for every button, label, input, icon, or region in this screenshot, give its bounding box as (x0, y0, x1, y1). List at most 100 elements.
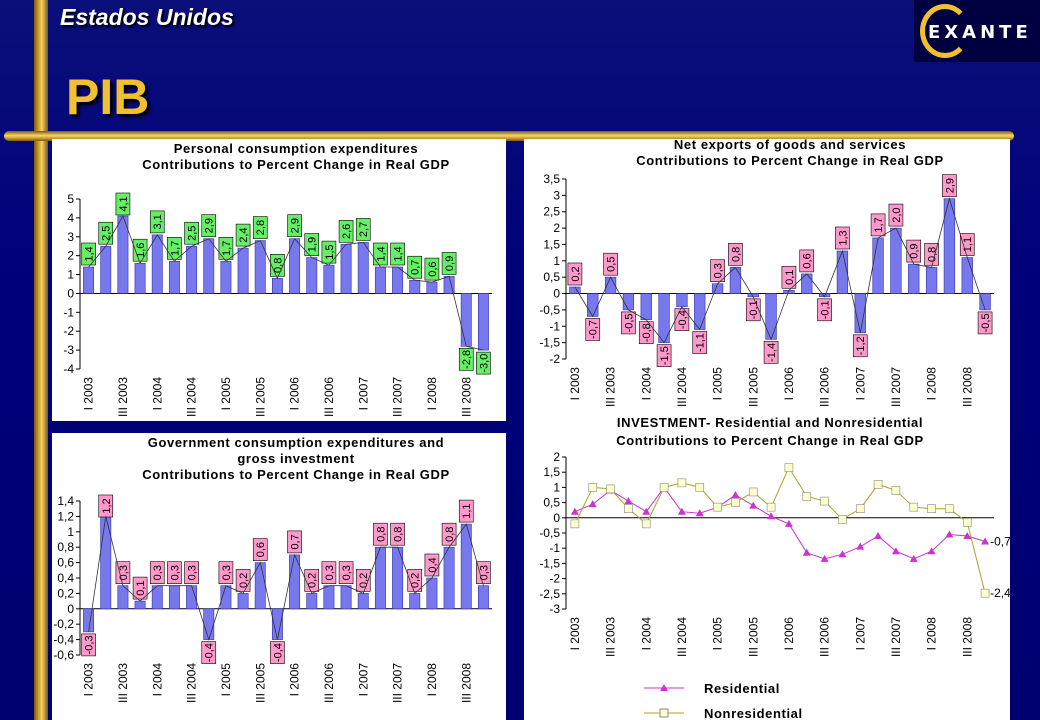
y-tick-label: -1 (549, 541, 560, 555)
value-label: 2,6 (341, 224, 353, 239)
bar (306, 593, 318, 610)
value-label-box (390, 522, 405, 546)
value-label: 0,3 (118, 565, 130, 580)
y-tick-label: 2 (67, 249, 74, 263)
bar (409, 279, 421, 294)
value-label-box (201, 641, 217, 664)
value-label: -0,5 (980, 313, 992, 332)
chart-subtitle-2: Contributions to Percent Change in Real … (142, 467, 450, 482)
value-label: 0,6 (255, 542, 267, 557)
bar (426, 281, 438, 294)
bar (203, 238, 215, 294)
bar (151, 234, 163, 294)
x-tick-label: III 2006 (818, 367, 832, 407)
y-tick-label: 1 (553, 254, 560, 268)
value-label: 2,9 (290, 218, 302, 233)
value-label-box (476, 561, 491, 584)
residential-marker (570, 507, 579, 515)
nonresidential-marker (802, 492, 812, 501)
value-label: 0,3 (478, 565, 490, 580)
value-label: 0,9 (909, 243, 921, 258)
horizontal-gold-bar (4, 131, 1014, 141)
x-tick-label: I 2007 (853, 617, 867, 651)
bar (890, 227, 902, 294)
value-label-box (407, 255, 423, 279)
nonresidential-marker (855, 504, 865, 513)
bar (622, 293, 635, 311)
x-tick-label: III 2005 (253, 377, 267, 417)
value-label: 0,6 (427, 261, 439, 276)
x-tick-label: I 2008 (925, 617, 939, 651)
legend-label-nonresidential: Nonresidential (704, 706, 803, 720)
value-label: 0,9 (444, 256, 456, 271)
y-tick-label: 1,5 (543, 237, 560, 251)
value-label: 0,2 (238, 573, 250, 588)
y-tick-label: 1,4 (57, 494, 74, 508)
value-label: 1,2 (101, 498, 113, 513)
value-label-box (355, 218, 371, 241)
residential-marker (695, 509, 704, 517)
value-label-box (373, 522, 388, 546)
legend-marker-nonresidential (659, 708, 669, 718)
value-label: -1,4 (766, 343, 778, 362)
value-label-box (321, 561, 337, 584)
value-label: 1,5 (324, 244, 336, 259)
value-label-box (424, 257, 440, 281)
value-label-box (132, 576, 148, 600)
x-tick-label: III 2008 (459, 663, 473, 703)
value-label-box (338, 220, 354, 243)
trend-line (88, 215, 484, 351)
value-label: 0,8 (393, 527, 405, 542)
value-label-box (149, 210, 165, 234)
y-tick-label: -0,6 (53, 648, 74, 662)
residential-marker (874, 532, 883, 540)
trend-line (88, 516, 484, 641)
nonresidential-marker (659, 483, 669, 492)
x-tick-label: I 2006 (288, 377, 302, 411)
x-tick-label: I 2005 (711, 617, 725, 651)
value-label-box (184, 561, 199, 584)
value-label: 1,4 (375, 246, 387, 261)
end-value-label: -2,48 (990, 586, 1010, 600)
bar (836, 250, 849, 294)
value-label: 2,5 (101, 226, 113, 241)
value-label-box (81, 633, 96, 657)
bar (100, 245, 112, 294)
bar (168, 585, 180, 610)
residential-marker (963, 532, 972, 540)
nonresidential-marker (588, 483, 598, 492)
bar (374, 266, 386, 294)
bar (357, 593, 369, 610)
nonresidential-marker (570, 519, 580, 529)
nonresidential-marker (784, 463, 794, 472)
nonresidential-marker (891, 486, 901, 495)
value-label-box (252, 538, 268, 561)
residential-marker (945, 530, 954, 538)
y-tick-label: -2,5 (539, 587, 560, 601)
nonresidential-marker (677, 478, 687, 488)
y-tick-label: 0 (553, 511, 560, 525)
value-label-box (218, 561, 234, 584)
y-tick-label: -0,5 (539, 526, 560, 540)
y-tick-label: 1 (553, 480, 560, 494)
value-label-box (458, 348, 474, 371)
x-tick-label: I 2008 (425, 377, 439, 411)
value-label-box (218, 237, 234, 260)
x-tick-label: I 2006 (288, 663, 302, 697)
value-label: 2,5 (187, 226, 199, 241)
value-label: 1,7 (221, 241, 233, 256)
residential-marker (767, 512, 776, 520)
x-tick-label: I 2006 (782, 617, 796, 651)
nonresidential-marker (980, 588, 990, 598)
value-label: 1,7 (873, 217, 885, 232)
y-tick-label: -0,4 (53, 633, 74, 647)
value-label-box (476, 351, 491, 375)
value-label-box (870, 213, 886, 237)
x-tick-label: I 2003 (568, 367, 582, 401)
x-tick-label: I 2008 (425, 663, 439, 697)
x-tick-label: I 2004 (150, 377, 164, 411)
trend-line (574, 197, 986, 344)
series-line-residential (574, 486, 986, 560)
logo-text: EXANTE (928, 22, 1032, 43)
value-label: 0,3 (221, 565, 233, 580)
